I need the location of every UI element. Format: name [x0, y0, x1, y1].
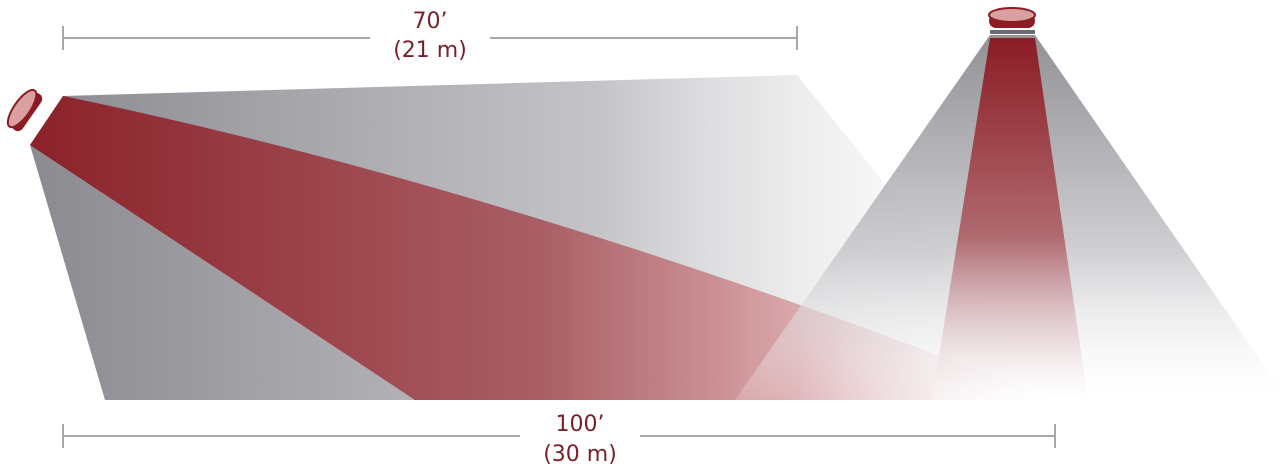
bottom-dimension-line [62, 424, 1056, 448]
right-sensor [988, 7, 1036, 34]
right-beam [932, 38, 1088, 400]
left-sensor [6, 88, 43, 132]
bottom-feet-label: 100’ [556, 412, 605, 437]
top-dimension-line [62, 26, 798, 50]
top-meters-label: (21 m) [393, 38, 467, 63]
top-feet-label: 70’ [413, 9, 448, 34]
bottom-meters-label: (30 m) [543, 442, 617, 467]
